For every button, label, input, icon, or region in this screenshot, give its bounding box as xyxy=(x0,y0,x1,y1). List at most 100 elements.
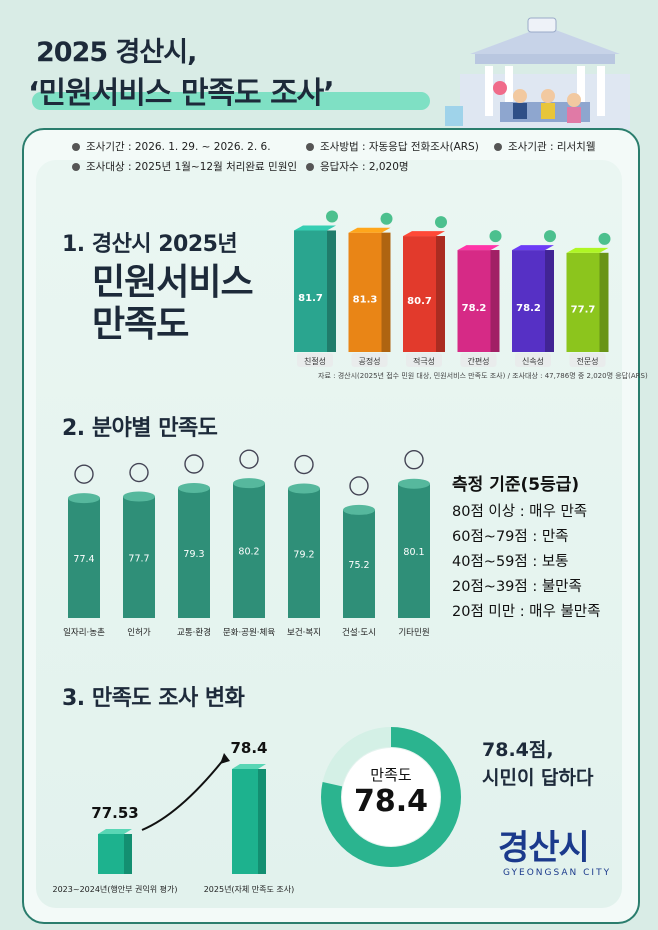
donut-arc xyxy=(321,727,461,867)
category-label: 일자리·농촌 xyxy=(63,628,105,638)
category-label: 문화·공원·체육 xyxy=(223,627,276,638)
category-tag xyxy=(406,353,442,367)
bar-value-label: 77.53 xyxy=(91,804,138,822)
field-satisfaction-chart: 77.4 일자리·농촌 77.7 인허가 79.3 교통·환경 80.2 문화·공원·체육 79… xyxy=(63,449,430,638)
answer-line1: 78.4점, xyxy=(482,739,554,761)
category-label: 2023~2024년(행안부 권익위 평가) xyxy=(53,884,178,894)
bar-shadow xyxy=(124,834,132,874)
criteria-title: 측정 기준(5등급) xyxy=(452,475,580,495)
category-label: 2025년(자체 만족도 조사) xyxy=(204,884,295,894)
bar-top xyxy=(294,225,336,231)
category-tag xyxy=(460,353,497,367)
criteria-item: 80점 이상 : 매우 만족 xyxy=(452,504,588,520)
check-icon xyxy=(326,210,338,223)
bar xyxy=(398,483,430,618)
bar-top xyxy=(403,231,445,237)
category-label: 보건·복지 xyxy=(287,627,321,638)
city-logo-subtitle: GYEONGSAN CITY xyxy=(503,868,612,878)
section1-big-line1: 민원서비스 xyxy=(92,262,254,303)
bar-top xyxy=(457,245,500,251)
category-label: 교통·환경 xyxy=(177,627,211,638)
answer-line2: 시민이 답하다 xyxy=(482,767,594,789)
check-icon xyxy=(435,216,447,229)
satisfaction-donut xyxy=(321,727,461,867)
category-label: 적극성 xyxy=(413,356,435,366)
satisfaction-change-chart: 77.53 2023~2024년(행안부 권익위 평가) 78.4 2025년(자체 … xyxy=(53,739,295,894)
bar-shadow xyxy=(599,252,609,352)
bar-value-label: 77.7 xyxy=(571,304,596,315)
bar-shadow xyxy=(258,769,266,874)
criteria-item: 60점~79점 : 만족 xyxy=(452,529,569,545)
bar-top xyxy=(512,245,554,251)
bar-value-label: 78.4 xyxy=(230,739,267,757)
bar xyxy=(343,509,375,618)
category-label: 전문성 xyxy=(576,356,598,366)
bar xyxy=(123,496,155,618)
section2-heading: 2. 분야별 만족도 xyxy=(62,416,218,441)
bar xyxy=(233,483,265,618)
donut-center xyxy=(342,748,440,846)
bar-cap xyxy=(178,482,210,493)
attribute-satisfaction-chart: 81.7 친절성 81.3 공정성 80.7 적극성 78.2 간편성 78.2 신속성 77.7 전… xyxy=(294,210,611,367)
bar-shadow xyxy=(490,250,500,352)
field-icon xyxy=(74,464,94,484)
category-tag xyxy=(515,353,551,367)
criteria-item: 40점~59점 : 보통 xyxy=(452,554,569,570)
bar-top xyxy=(98,829,132,834)
city-logo: 경산시 xyxy=(498,828,590,868)
bar-value-label: 80.7 xyxy=(407,296,432,307)
info-agency: 조사기관 : 리서치웰 xyxy=(494,139,596,154)
info-method: 조사방법 : 자동응답 전화조사(ARS) xyxy=(306,139,479,154)
title-line2: ‘민원서비스 만족도 조사’ xyxy=(28,76,335,111)
bar-value-label: 79.2 xyxy=(293,549,314,560)
criteria-item: 20점~39점 : 불만족 xyxy=(452,579,582,595)
category-tag xyxy=(569,353,606,367)
field-icon xyxy=(239,449,259,469)
check-icon xyxy=(544,230,556,243)
bar-value-label: 75.2 xyxy=(348,560,369,571)
category-label: 간편성 xyxy=(467,356,489,366)
category-tag xyxy=(297,353,333,367)
bar-value-label: 77.4 xyxy=(73,554,94,565)
bar-cap xyxy=(288,483,320,494)
bar xyxy=(68,498,100,618)
bar-value-label: 78.2 xyxy=(516,303,541,314)
bar xyxy=(178,487,210,618)
donut-label: 만족도 xyxy=(370,766,412,784)
title-line1: 2025 경산시, xyxy=(36,37,197,68)
bar-shadow xyxy=(381,232,391,352)
city-hall-illustration xyxy=(445,17,630,129)
info-respondents: 응답자수 : 2,020명 xyxy=(306,159,409,174)
bar-cap xyxy=(233,478,265,489)
title-highlight xyxy=(32,92,430,110)
trend-arrow-head xyxy=(220,753,230,764)
bar-value-label: 77.7 xyxy=(128,553,149,564)
bar-value-label: 81.7 xyxy=(298,293,323,304)
bar-shadow xyxy=(545,250,554,352)
check-icon xyxy=(489,230,502,243)
bar-value-label: 80.1 xyxy=(403,547,424,558)
section1-heading: 1. 경산시 2025년 xyxy=(62,232,238,257)
info-target: 조사대상 : 2025년 1월~12월 처리완료 민원인 xyxy=(72,159,297,174)
bar-value-label: 79.3 xyxy=(183,549,204,560)
criteria-item: 20점 미만 : 매우 불만족 xyxy=(452,604,601,620)
category-label: 신속성 xyxy=(522,357,544,366)
field-icon xyxy=(129,462,149,483)
bar xyxy=(288,488,320,618)
donut-value: 78.4 xyxy=(353,784,429,819)
bar-value-label: 80.2 xyxy=(238,547,259,558)
check-icon xyxy=(598,232,611,245)
trend-arrow xyxy=(141,758,225,831)
section1-big-line2: 만족도 xyxy=(92,304,189,345)
bar-shadow xyxy=(436,236,445,352)
category-label: 인허가 xyxy=(127,627,151,638)
info-period: 조사기간 : 2026. 1. 29. ~ 2026. 2. 6. xyxy=(72,139,271,154)
bar-value-label: 81.3 xyxy=(353,294,378,305)
field-icon xyxy=(404,450,424,470)
bar-top xyxy=(566,247,609,253)
field-icon xyxy=(184,454,204,474)
bar-cap xyxy=(343,504,375,515)
category-label: 친절성 xyxy=(304,356,326,366)
bar-cap xyxy=(68,493,100,504)
chart-source-note: 자료 : 경산시(2025년 접수 민원 대상, 민원서비스 만족도 조사) /… xyxy=(318,372,648,380)
